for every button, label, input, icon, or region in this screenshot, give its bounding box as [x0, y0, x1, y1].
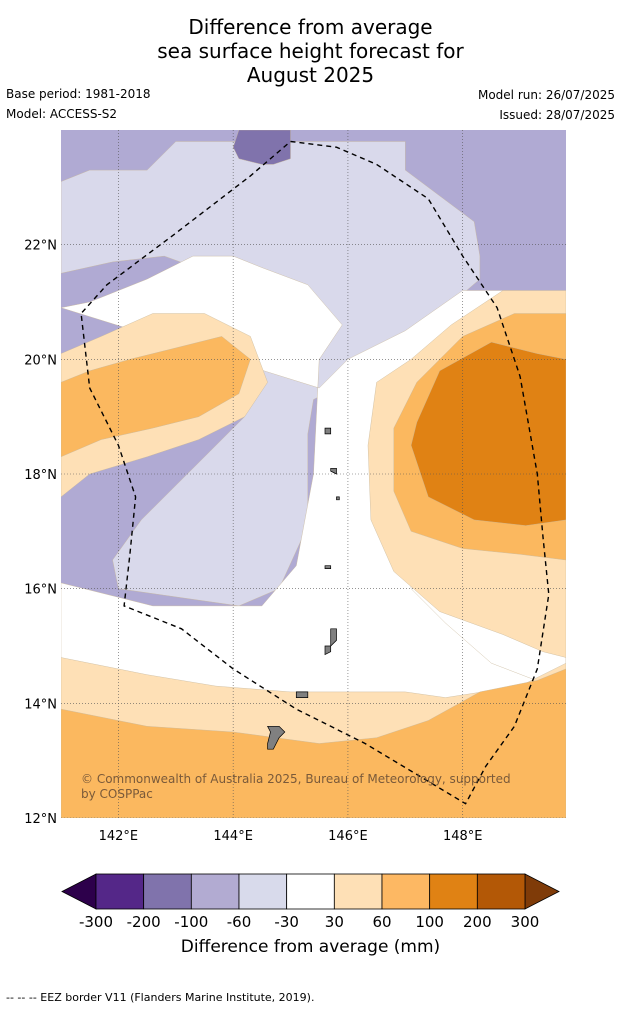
copyright-text: © Commonwealth of Australia 2025, Bureau… — [81, 772, 511, 801]
island-anatahan — [324, 565, 332, 569]
colorbar-tick-label: -300 — [79, 913, 113, 931]
island-alamagan — [336, 496, 340, 501]
colorbar-tick-label: -30 — [274, 913, 299, 931]
island-pagan — [330, 467, 337, 475]
island-rota — [295, 691, 309, 698]
colorbar-tick-label: 30 — [325, 913, 344, 931]
colorbar-title: Difference from average (mm) — [180, 937, 441, 957]
latitude-tick-label: 14°N — [24, 697, 57, 712]
colorbar-tick-label: 200 — [463, 913, 492, 931]
colorbar-swatch — [286, 873, 335, 910]
longitude-tick-label: 142°E — [99, 829, 139, 844]
latitude-tick-label: 20°N — [24, 353, 57, 368]
colorbar-swatch — [333, 873, 383, 910]
latitude-tick-label: 16°N — [24, 583, 57, 598]
contour-region-minus200 — [232, 130, 291, 165]
colorbar-tick-label: -100 — [174, 913, 208, 931]
island-agrihan — [324, 427, 332, 435]
colorbar-tick-label: 100 — [415, 913, 444, 931]
contour-region-60 — [61, 668, 566, 818]
island-tinian — [324, 645, 332, 656]
latitude-tick-label: 22°N — [24, 239, 57, 254]
island-guam — [267, 725, 286, 750]
colorbar-swatch — [381, 873, 431, 910]
axis-labels: 142°E 144°E 146°E 148°E 12°N 14°N 16°N 18°N 20°N… — [24, 239, 482, 844]
colorbar-swatch — [476, 873, 526, 910]
colorbar-swatch — [143, 873, 192, 910]
colorbar-swatch — [95, 873, 145, 910]
model-run: Model run: 26/07/2025 — [477, 88, 615, 102]
longitude-tick-label: 148°E — [443, 829, 483, 844]
colorbar-tick-label: 60 — [372, 913, 391, 931]
eez-footnote: -- -- -- EEZ border V11 (Flanders Marine… — [6, 991, 315, 1004]
longitude-tick-label: 144°E — [213, 829, 253, 844]
contour-region-60 — [61, 336, 251, 458]
colorbar-tick-label: 300 — [511, 913, 540, 931]
colorbar: -300 -200 -100 -60 -30 30 60 100 200 300 — [61, 873, 560, 931]
issued-date: Issued: 28/07/2025 — [499, 108, 615, 122]
title-line-1: Difference from average — [188, 15, 433, 39]
latitude-tick-label: 12°N — [24, 812, 57, 827]
colorbar-swatch — [190, 873, 240, 910]
colorbar-swatch — [429, 873, 478, 910]
base-period: Base period: 1981-2018 — [6, 87, 151, 101]
map-layers — [61, 130, 566, 818]
colorbar-swatch — [238, 873, 288, 910]
chart-title: Difference from average sea surface heig… — [0, 15, 621, 87]
eez-border-line — [80, 140, 550, 805]
colorbar-tick-label: -200 — [127, 913, 161, 931]
colorbar-extend-min — [61, 873, 97, 910]
model-name: Model: ACCESS-S2 — [6, 107, 118, 121]
colorbar-extend-max — [524, 873, 560, 910]
title-line-3: August 2025 — [246, 63, 375, 87]
longitude-tick-label: 146°E — [328, 829, 368, 844]
colorbar-tick-label: -60 — [227, 913, 252, 931]
island-saipan — [330, 628, 337, 647]
title-line-2: sea surface height forecast for — [157, 39, 464, 63]
latitude-tick-label: 18°N — [24, 468, 57, 483]
contour-region-100 — [410, 341, 566, 526]
